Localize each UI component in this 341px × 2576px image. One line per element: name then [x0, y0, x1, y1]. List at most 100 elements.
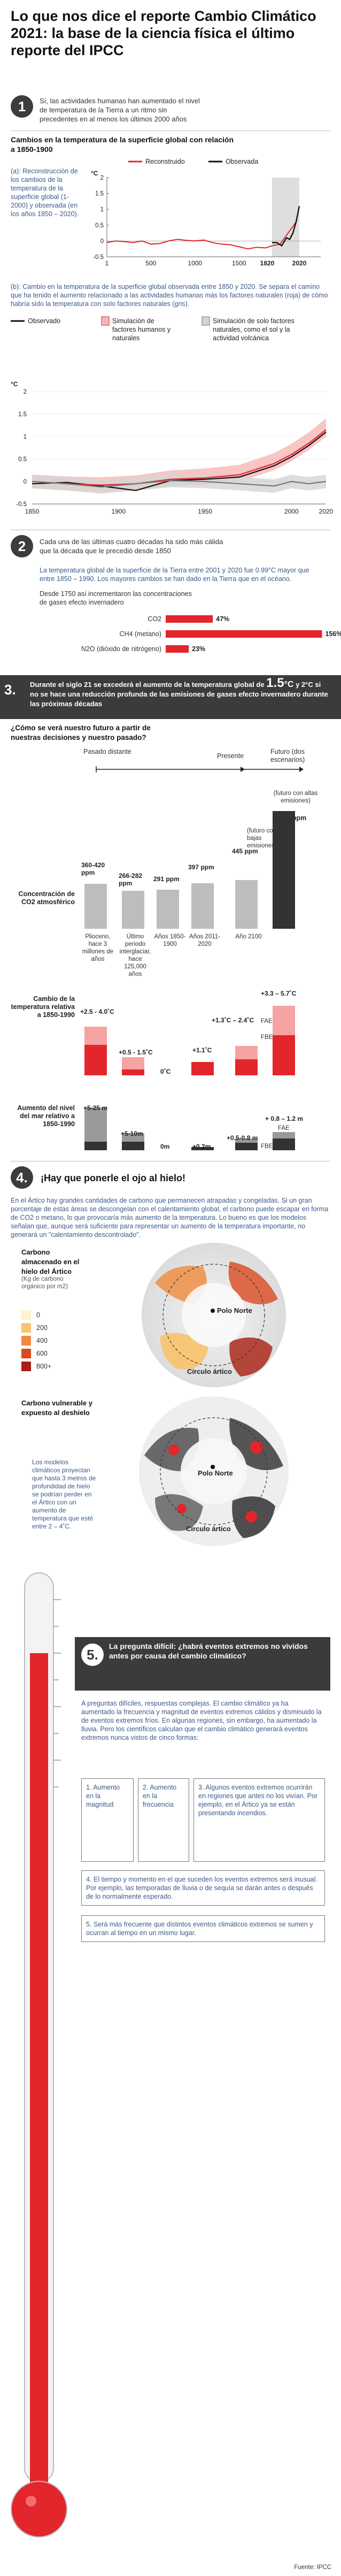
gases-chart: CO2 47% CH4 (metano) 156% N2O (dióxido de ni… [81, 615, 341, 653]
scale-swatch [21, 1310, 31, 1320]
sea-bar-low [122, 1142, 144, 1150]
era-label: Años 2011-2020 [189, 934, 220, 947]
section-5-item-1: 1. Aumento en la magnitud [81, 1778, 134, 1862]
y-tick-label: 1.5 [95, 191, 104, 197]
bar-category-label: CO2 [148, 615, 161, 623]
gases-title: Desde 1750 así incrementaron las concent… [40, 590, 192, 606]
band-humanos [32, 418, 326, 492]
temp-bar-low [273, 1035, 295, 1075]
y-tick-label: 0 [100, 238, 104, 244]
scale-swatch [21, 1362, 31, 1371]
y-tick-label: -0.5 [16, 501, 27, 508]
y-tick-label: 1 [100, 207, 104, 213]
map1-polo-label: Polo Norte [217, 1306, 252, 1314]
y-tick-label: 2 [24, 389, 27, 395]
y-axis-label: °C [11, 380, 18, 388]
legend-swatch-humanos [101, 316, 110, 326]
x-tick-label: 1950 [198, 508, 212, 515]
temp-tag-fae: FAE [261, 1018, 273, 1025]
map2-text: Los modelos climáticos proyectan que has… [32, 1458, 96, 1530]
x-tick-label: 500 [145, 259, 156, 267]
section-4-number: 4. [11, 1166, 33, 1189]
section-3-banner [0, 675, 341, 719]
scale-label: 0 [36, 1311, 40, 1319]
y-tick-label: 0.5 [18, 456, 27, 463]
section-5-item-3: 3. Algunos eventos extremos ocurrirán en… [193, 1778, 325, 1862]
y-tick-label: 0.5 [95, 223, 104, 229]
era-label: Año 2100 [235, 934, 262, 940]
arctic-map-2: Polo Norte Círculo ártico [139, 1396, 289, 1546]
x-tick-label: 2000 [284, 508, 299, 515]
section-2-text: Cada una de las últimas cuatro décadas h… [40, 538, 223, 555]
co2-bar [273, 811, 295, 929]
sea-bar-low [273, 1138, 295, 1150]
legend-label-observado: Observado [28, 317, 60, 325]
map1-circulo-label: Círculo ártico [187, 1367, 232, 1375]
co2-ppm-label: 445 ppm [232, 847, 258, 855]
map1-unit: (Kg de carbono orgánico por m2) [21, 1276, 68, 1290]
timeline-future: Futuro (dos escenarios) [270, 748, 305, 763]
source-label: Fuente: IPCC [294, 2564, 331, 2571]
y-tick-label: 1 [24, 434, 27, 440]
future-low-label: (futuro con bajas emisiones) [247, 828, 277, 849]
row-temp-label: Cambio de la temperatura relativa a 1850… [11, 995, 75, 1019]
temp-bar-low [84, 1044, 107, 1075]
x-tick-label: 1900 [111, 508, 126, 515]
thermometer-icon [11, 1572, 67, 2537]
timeline-arrow [96, 766, 304, 773]
scale-row: 600 [21, 1347, 51, 1360]
temp-bar-low [235, 1059, 258, 1075]
section-3-text-a: Durante el siglo 21 se excederá el aumen… [30, 681, 267, 689]
map2-circulo-label: Círculo ártico [186, 1525, 231, 1533]
co2-ppm-label: 266-282 ppm [119, 872, 143, 887]
scale-row: 200 [21, 1321, 51, 1334]
section-3-text: Durante el siglo 21 se excederá el aumen… [30, 676, 329, 709]
x-tick-label: 1 [105, 259, 109, 267]
sea-bar-low [191, 1147, 214, 1150]
series-line-humanos [32, 429, 327, 486]
sea-bar-low [235, 1143, 258, 1150]
temp-value-label: +2.5 - 4.0˚C [80, 1008, 114, 1015]
sea-value-label: + 0.8 – 1.2 m [265, 1115, 304, 1122]
y-tick-label: -0.5 [93, 254, 104, 261]
temp-value-label: +3.3 – 5.7˚C [261, 990, 297, 997]
section-3-question: ¿Cómo se verá nuestro futuro a partir de… [11, 724, 151, 742]
scale-swatch [21, 1349, 31, 1358]
temp-bar-low [191, 1061, 214, 1075]
bar-value-label: 156% [326, 630, 341, 638]
item-number: 3. [198, 1784, 206, 1791]
y-tick-label: 2 [100, 175, 104, 181]
section-5-intro: A preguntas difíciles, respuestas comple… [81, 1700, 322, 1741]
temp-value-label: 0˚C [160, 1068, 171, 1075]
map1-title: Carbono almacenado en el hielo del Ártic… [21, 1248, 80, 1275]
map2-title: Carbono vulnerable y expuesto al deshiel… [21, 1399, 92, 1417]
section-3-big: 1.5 [266, 676, 284, 690]
section-3-text-b: y 2°C si no se hace una reducción profun… [30, 681, 328, 708]
x-tick-label: 1500 [232, 259, 246, 267]
sea-value-label: +0.2m [192, 1143, 211, 1150]
legend-swatch-naturales [201, 316, 210, 326]
x-tick-label: 1850 [25, 508, 40, 515]
section-4-title: ¡Hay que ponerle el ojo al hielo! [41, 1173, 186, 1183]
co2-bar [157, 889, 179, 929]
temp-value-label: +1.3˚C – 2.4˚C [212, 1016, 254, 1024]
x-tick-label: 2020 [292, 259, 307, 267]
scale-row: 800+ [21, 1360, 51, 1373]
temp-tag-fbe: FBE [261, 1034, 273, 1041]
row-sea-label: Aumento del nivel del mar relativo a 185… [17, 1104, 75, 1128]
y-tick-label: 1.5 [18, 411, 27, 418]
legend-label-reconstruido: Reconstruido [145, 158, 185, 165]
sea-tag-fae: FAE [278, 1125, 290, 1132]
temp-bar-range [122, 1057, 144, 1069]
section-5-item-2: 2. Aumento en la frecuencia [138, 1778, 189, 1862]
section-1-number: 1 [11, 95, 33, 118]
future-high-label: (futuro con altas emisiones) [273, 790, 318, 804]
map2-polo-label: Polo Norte [198, 1469, 233, 1477]
bar-value-label: 23% [192, 645, 205, 653]
chart-a-title: Cambios en la temperatura de la superfic… [11, 135, 234, 154]
scale-label: 400 [36, 1337, 48, 1344]
section-3-unit: °C [284, 680, 294, 689]
sea-bar-low [84, 1142, 107, 1150]
section-2-detail: La temperatura global de la superficie d… [40, 567, 309, 583]
sea-bar-range [84, 1107, 107, 1142]
